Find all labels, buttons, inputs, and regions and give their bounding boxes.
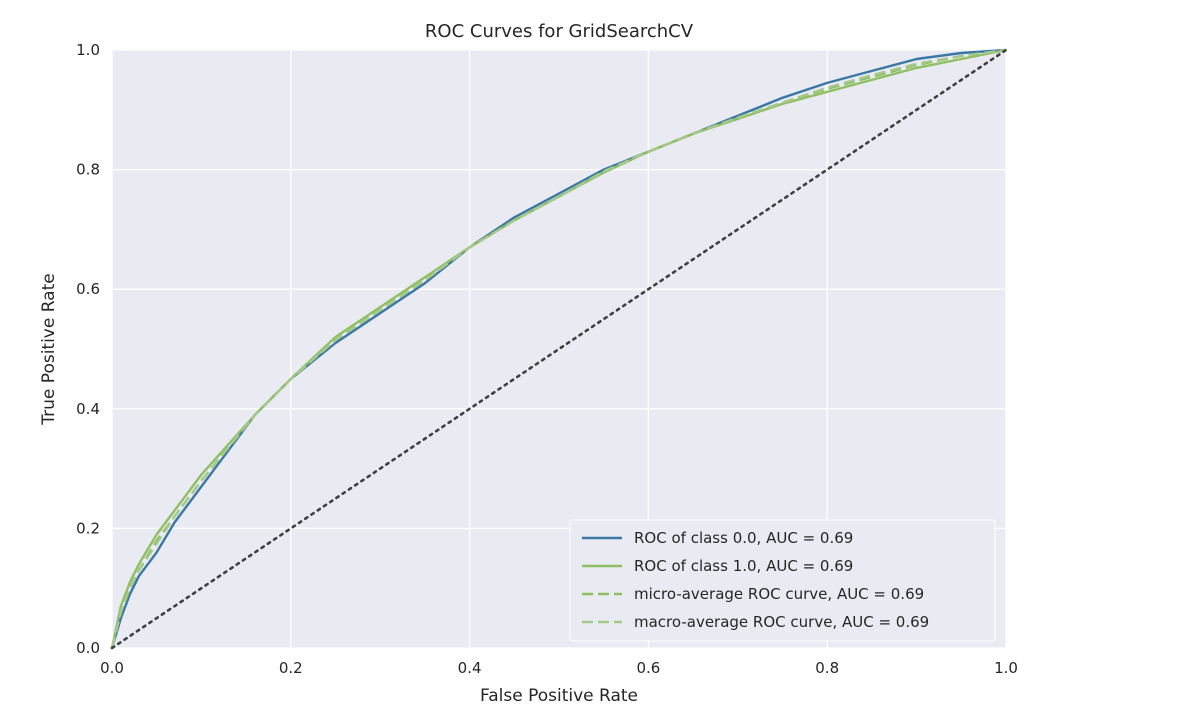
legend-label-2: micro-average ROC curve, AUC = 0.69 <box>634 585 924 603</box>
legend-label-0: ROC of class 0.0, AUC = 0.69 <box>634 529 853 547</box>
x-tick-label-4: 0.8 <box>815 659 839 677</box>
x-axis-label: False Positive Rate <box>480 686 638 706</box>
series-lines <box>110 48 1008 650</box>
x-tick-label-3: 0.6 <box>636 659 660 677</box>
x-tick-label-0: 0.0 <box>100 659 124 677</box>
series-line-3 <box>110 48 1007 649</box>
y-axis-ticks: 0.0 0.2 0.4 0.6 0.8 1.0 <box>76 41 100 657</box>
x-tick-label-2: 0.4 <box>458 659 482 677</box>
legend: ROC of class 0.0, AUC = 0.69 ROC of class… <box>569 519 996 642</box>
y-tick-label-3: 0.6 <box>76 280 100 298</box>
legend-label-3: macro-average ROC curve, AUC = 0.69 <box>634 613 929 631</box>
series-line-0 <box>110 48 1007 649</box>
y-tick-label-1: 0.2 <box>76 519 100 537</box>
chart-title: ROC Curves for GridSearchCV <box>425 21 694 42</box>
legend-label-1: ROC of class 1.0, AUC = 0.69 <box>634 557 853 575</box>
y-tick-label-5: 1.0 <box>76 41 100 59</box>
x-tick-label-5: 1.0 <box>994 659 1018 677</box>
series-line-4 <box>110 48 1008 650</box>
y-tick-label-0: 0.0 <box>76 639 100 657</box>
x-axis-ticks: 0.0 0.2 0.4 0.6 0.8 1.0 <box>100 659 1018 677</box>
y-axis-label: True Positive Rate <box>39 273 59 425</box>
x-tick-label-1: 0.2 <box>279 659 303 677</box>
legend-box <box>569 519 996 642</box>
series-line-1 <box>110 48 1007 649</box>
y-tick-label-4: 0.8 <box>76 161 100 179</box>
y-tick-label-2: 0.4 <box>76 400 100 418</box>
